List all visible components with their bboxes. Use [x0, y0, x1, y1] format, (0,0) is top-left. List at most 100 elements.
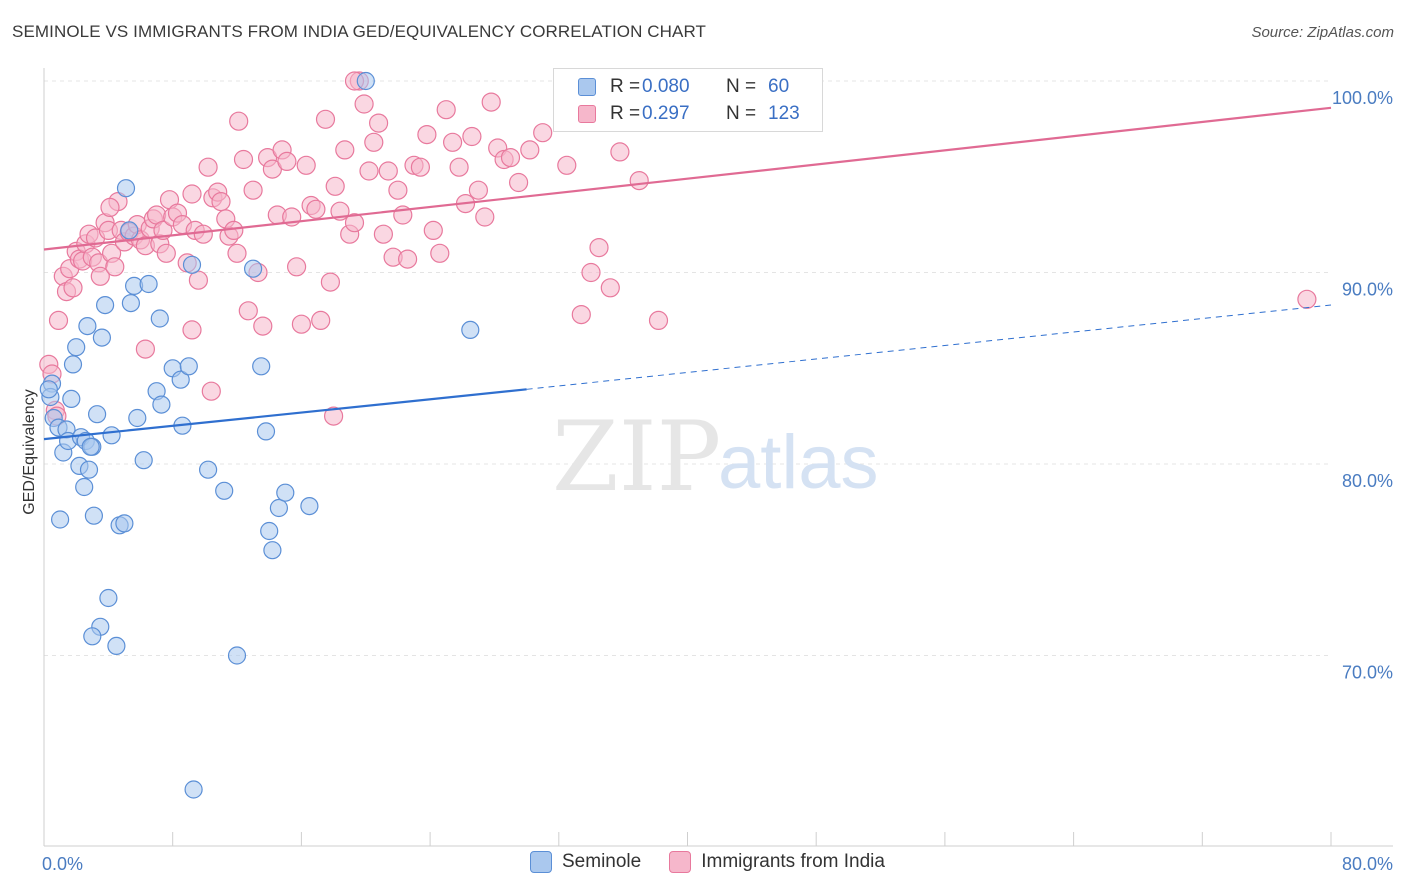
india-legend-label: Immigrants from India — [701, 851, 885, 872]
data-point — [75, 477, 94, 497]
seminole-trend-extension — [526, 304, 1332, 390]
legend-item-seminole[interactable]: Seminole — [530, 851, 641, 873]
data-point — [171, 370, 190, 389]
data-point — [139, 274, 158, 294]
data-point — [306, 199, 326, 219]
data-point — [610, 142, 630, 162]
data-point — [462, 126, 482, 147]
data-point — [296, 155, 316, 175]
data-point — [115, 514, 134, 533]
data-point — [398, 249, 418, 269]
data-point — [227, 646, 247, 665]
data-point — [600, 278, 620, 298]
data-point — [291, 314, 311, 334]
india-legend-swatch — [669, 851, 692, 873]
y-tick-label: 70.0% — [1342, 663, 1393, 683]
data-point — [121, 294, 140, 313]
stats-legend: R = 0.080 N = 60 R = 0.297 N = 123 — [553, 68, 823, 132]
data-point — [589, 238, 609, 258]
n-value: 123 — [768, 103, 800, 124]
legend-item-india[interactable]: Immigrants from India — [669, 851, 885, 873]
data-point — [238, 301, 258, 321]
data-point — [354, 94, 374, 114]
data-point — [481, 92, 501, 112]
data-point — [500, 148, 521, 168]
india-trend-line — [43, 106, 1332, 251]
seminole-legend-label: Seminole — [562, 851, 642, 872]
data-point — [533, 123, 553, 143]
data-point — [581, 262, 601, 283]
legend-row-seminole: R = 0.080 N = 60 — [578, 74, 789, 100]
data-point — [461, 320, 480, 339]
data-point — [83, 627, 102, 646]
data-point — [227, 243, 247, 263]
data-point — [410, 157, 430, 177]
x-tick-label: 0.0% — [42, 854, 83, 874]
y-tick-label: 80.0% — [1342, 471, 1393, 491]
seminole-trend-line — [43, 388, 527, 441]
data-point — [378, 161, 398, 181]
data-point — [201, 381, 221, 401]
data-point — [156, 243, 176, 263]
n-label: N = — [726, 103, 757, 124]
data-point — [182, 320, 202, 340]
data-point — [179, 357, 198, 376]
data-point — [63, 278, 83, 298]
data-point — [87, 405, 107, 424]
r-label: R = — [610, 76, 641, 97]
data-point — [300, 497, 319, 516]
data-point — [105, 257, 125, 277]
x-tick-label: 80.0% — [1342, 854, 1393, 874]
data-point — [150, 309, 169, 328]
chart-title: SEMINOLE VS IMMIGRANTS FROM INDIA GED/EQ… — [12, 22, 707, 41]
data-point — [78, 317, 97, 336]
trend-lines — [43, 106, 1332, 441]
data-point — [50, 510, 70, 529]
seminole-legend-swatch — [530, 851, 552, 873]
data-point — [287, 257, 307, 277]
data-point — [430, 243, 450, 263]
data-point — [320, 272, 340, 292]
data-point — [417, 125, 437, 145]
y-axis-label: GED/Equivalency — [21, 389, 38, 514]
data-point — [369, 113, 389, 133]
data-point — [260, 521, 279, 541]
data-point — [102, 426, 121, 445]
data-point — [468, 180, 488, 200]
data-point — [315, 109, 336, 129]
data-point — [67, 338, 86, 357]
data-point — [215, 481, 234, 500]
data-point — [48, 310, 69, 330]
watermark-zip: ZIP — [552, 401, 721, 513]
data-point — [263, 541, 282, 560]
data-point — [233, 149, 254, 170]
data-point — [253, 316, 273, 336]
source-label: Source: ZipAtlas.com — [1251, 24, 1394, 41]
data-point — [134, 451, 153, 470]
y-tick-label: 100.0% — [1332, 88, 1393, 108]
data-point — [475, 207, 495, 227]
y-tick-label: 90.0% — [1342, 280, 1393, 300]
data-point — [244, 259, 263, 278]
data-point — [277, 151, 297, 171]
data-point — [100, 197, 120, 217]
data-point — [184, 780, 203, 799]
data-point — [182, 184, 202, 204]
data-point — [520, 140, 540, 160]
data-point — [90, 266, 110, 286]
data-point — [198, 157, 218, 177]
data-point — [243, 180, 263, 200]
data-point — [335, 140, 355, 160]
data-point — [107, 636, 126, 656]
legend-row-india: R = 0.297 N = 123 — [578, 101, 800, 127]
data-point — [269, 498, 288, 518]
data-point — [256, 422, 276, 441]
data-point — [128, 408, 147, 428]
data-point — [211, 192, 231, 212]
data-point — [1297, 289, 1317, 309]
data-point — [95, 296, 115, 315]
data-point — [356, 71, 375, 91]
r-value: 0.080 — [642, 76, 690, 97]
data-point — [193, 224, 213, 244]
